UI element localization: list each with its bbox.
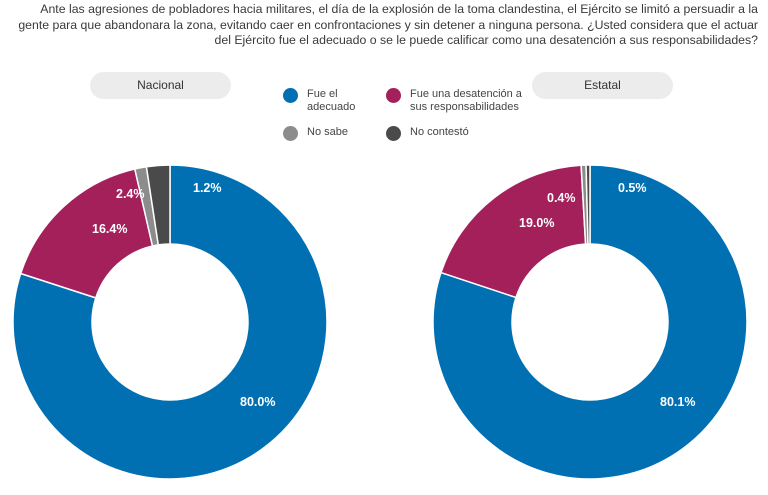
chart-title-estatal: Estatal (532, 72, 673, 99)
label-nacional-no-sabe: 1.2% (193, 181, 222, 195)
legend-item-no-sabe: No sabe (283, 126, 373, 141)
label-nacional-adecuado: 80.0% (240, 395, 275, 409)
legend-label-no-sabe: No sabe (307, 126, 348, 138)
question-text: Ante las agresiones de pobladores hacia … (18, 2, 758, 47)
slice-estatal-desatencion (440, 164, 587, 299)
chart-title-nacional: Nacional (90, 72, 231, 99)
label-estatal-no-contesto: 0.4% (547, 191, 576, 205)
legend-swatch-no-contesto (386, 126, 401, 141)
slice-nacional-no-contesto (145, 164, 171, 246)
legend-item-adecuado: Fue el adecuado (283, 88, 373, 114)
label-estatal-no-sabe: 0.5% (618, 181, 647, 195)
slice-nacional-adecuado (12, 164, 328, 480)
legend-item-no-contesto: No contestó (386, 126, 506, 141)
label-nacional-no-contesto: 2.4% (116, 187, 145, 201)
slice-estatal-adecuado (432, 164, 748, 480)
legend-label-desatencion: Fue una desatención a sus responsabilida… (410, 88, 522, 113)
legend-item-desatencion: Fue una desatención a sus responsabilida… (386, 88, 536, 114)
legend-swatch-adecuado (283, 88, 298, 103)
legend-swatch-no-sabe (283, 126, 298, 141)
label-nacional-desatencion: 16.4% (92, 222, 127, 236)
label-estatal-adecuado: 80.1% (660, 395, 695, 409)
legend-label-no-contesto: No contestó (410, 126, 469, 138)
slice-estatal-no-contesto (585, 164, 591, 245)
legend-swatch-desatencion (386, 88, 401, 103)
legend-label-adecuado: Fue el adecuado (307, 88, 356, 113)
slice-nacional-desatencion (19, 168, 154, 299)
label-estatal-desatencion: 19.0% (519, 216, 554, 230)
